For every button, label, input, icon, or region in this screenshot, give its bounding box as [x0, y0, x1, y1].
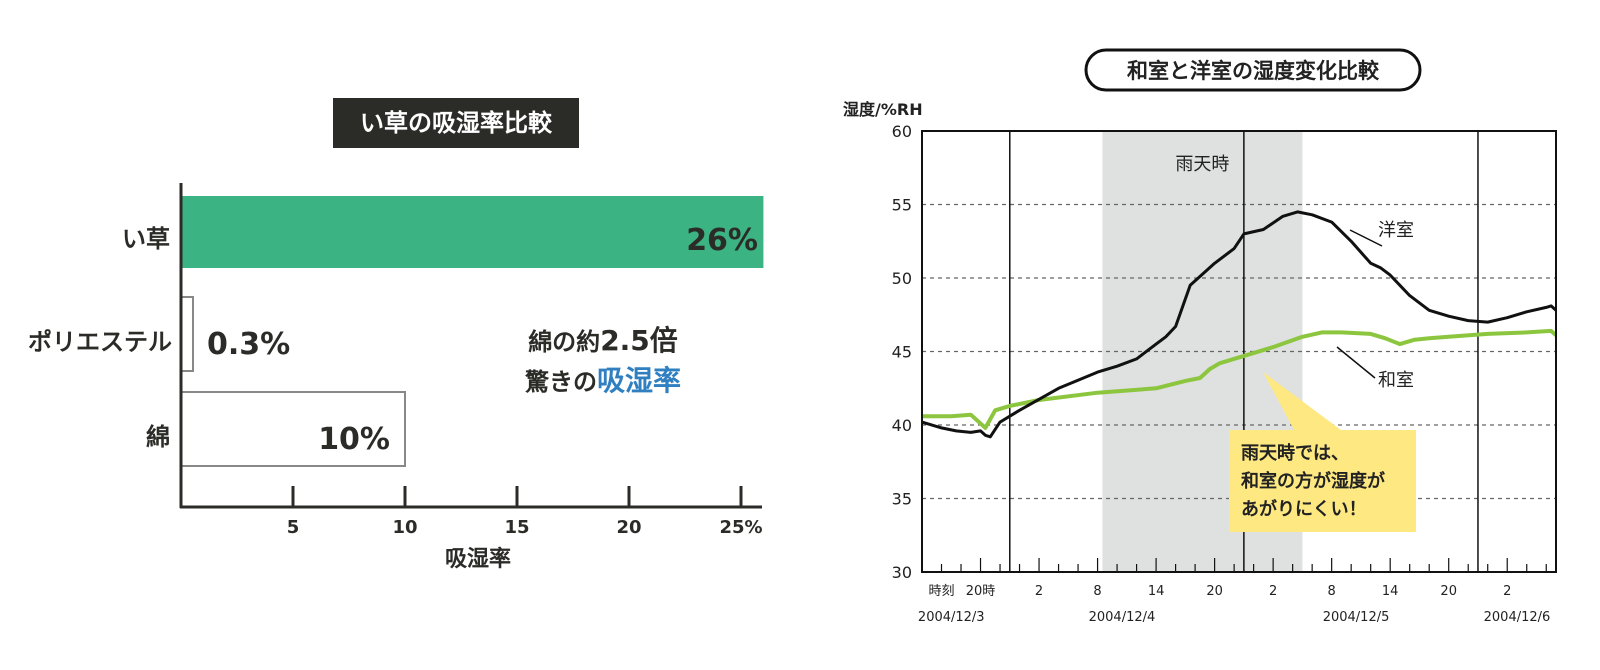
- callout-pointer: [1263, 372, 1341, 430]
- annotation: 綿の約2.5倍 驚きの吸湿率: [524, 324, 681, 397]
- right-gridlines: [922, 131, 1556, 572]
- y-tick-label: 50: [892, 269, 912, 288]
- x-tick-label: 2: [1503, 584, 1511, 599]
- x-tick-label: 時刻: [928, 584, 954, 599]
- right-date-labels: 2004/12/3 2004/12/4 2004/12/5 2004/12/6: [918, 610, 1550, 625]
- y-tick-label: 40: [892, 416, 912, 435]
- x-tick-label: 20: [1206, 584, 1223, 599]
- callout-box: [1229, 430, 1416, 532]
- x-tick-label: 14: [1382, 584, 1399, 599]
- right-chart-title: 和室と洋室の湿度変化比較: [1127, 59, 1380, 83]
- x-tick-label: 20時: [966, 584, 996, 599]
- bar-cotton: [180, 391, 406, 467]
- date-label: 2004/12/4: [1089, 610, 1156, 625]
- annotation-line-1-prefix: 綿の約: [528, 328, 600, 356]
- bar-polyester: [180, 296, 194, 372]
- value-label-igusa: 26%: [686, 223, 758, 258]
- category-label-cotton: 綿: [146, 423, 170, 451]
- left-x-tick-label: 25%: [719, 517, 762, 538]
- right-y-tick-labels: 30 35 40 45 50 55 60: [892, 122, 912, 582]
- value-label-cotton: 10%: [318, 422, 390, 457]
- y-tick-label: 60: [892, 122, 912, 141]
- left-x-tick-label: 20: [616, 517, 641, 538]
- y-tick-label: 30: [892, 563, 912, 582]
- x-tick-label: 8: [1093, 584, 1101, 599]
- right-title-pill: [1084, 48, 1422, 92]
- series-label-youshitsu: 洋室: [1378, 220, 1414, 241]
- rain-period-label: 雨天時: [1175, 154, 1229, 175]
- y-tick-label: 45: [892, 343, 912, 362]
- series-line-youshitsu: [921, 210, 1558, 439]
- left-x-tick-label: 5: [287, 517, 300, 538]
- category-label-igusa: い草: [122, 225, 170, 253]
- annotation-line-1: 綿の約2.5倍: [528, 324, 678, 357]
- left-x-tick-label: 15: [504, 517, 529, 538]
- right-plot-frame: [921, 130, 1557, 573]
- x-tick-label: 2: [1269, 584, 1277, 599]
- right-chart: 和室と洋室の湿度変化比較 湿度/%RH 雨天時 30 35 40 45 50 55 60 時…: [842, 48, 1558, 625]
- series-line-washitsu: [922, 328, 1558, 430]
- left-chart-title: い草の吸湿率比較: [360, 109, 553, 137]
- x-tick-label: 14: [1148, 584, 1165, 599]
- date-label: 2004/12/5: [1323, 610, 1390, 625]
- right-y-axis-title: 湿度/%RH: [842, 100, 923, 119]
- left-x-axis-title: 吸湿率: [445, 546, 511, 572]
- y-tick-label: 35: [892, 490, 912, 509]
- category-label-polyester: ポリエステル: [28, 328, 172, 356]
- left-x-ticks: 5 10 15 20 25%: [287, 486, 763, 538]
- callout-line-1: 雨天時では、: [1241, 443, 1349, 464]
- date-label: 2004/12/3: [918, 610, 985, 625]
- callout: 雨天時では、 和室の方が湿度が あがりにくい！: [1229, 372, 1416, 532]
- right-x-ticks: [940, 558, 1547, 572]
- left-x-tick-label: 10: [392, 517, 417, 538]
- x-tick-label: 2: [1035, 584, 1043, 599]
- leader-washitsu: [1336, 346, 1376, 379]
- value-label-polyester: 0.3%: [207, 327, 290, 362]
- annotation-line-2: 驚きの吸湿率: [524, 364, 681, 397]
- date-label: 2004/12/6: [1484, 610, 1551, 625]
- annotation-line-1-emphasis: 2.5倍: [600, 324, 678, 357]
- bar-igusa: [181, 196, 764, 268]
- left-chart: い草の吸湿率比較 い草 ポリエステル 綿 26% 0.3% 10% 5 10 15 2…: [28, 98, 764, 572]
- left-title-box: [333, 98, 579, 148]
- leader-youshitsu: [1349, 229, 1383, 247]
- annotation-line-2-emphasis: 吸湿率: [597, 364, 681, 397]
- x-tick-label: 8: [1328, 584, 1336, 599]
- y-tick-label: 55: [892, 196, 912, 215]
- annotation-line-2-prefix: 驚きの: [524, 368, 597, 396]
- series-label-washitsu: 和室: [1378, 370, 1414, 391]
- callout-line-3: あがりにくい！: [1241, 498, 1367, 520]
- callout-line-2: 和室の方が湿度が: [1241, 470, 1385, 492]
- x-tick-label: 20: [1440, 584, 1457, 599]
- right-x-tick-labels: 時刻 20時 2 8 14 20 2 8 14 20 2: [928, 584, 1511, 599]
